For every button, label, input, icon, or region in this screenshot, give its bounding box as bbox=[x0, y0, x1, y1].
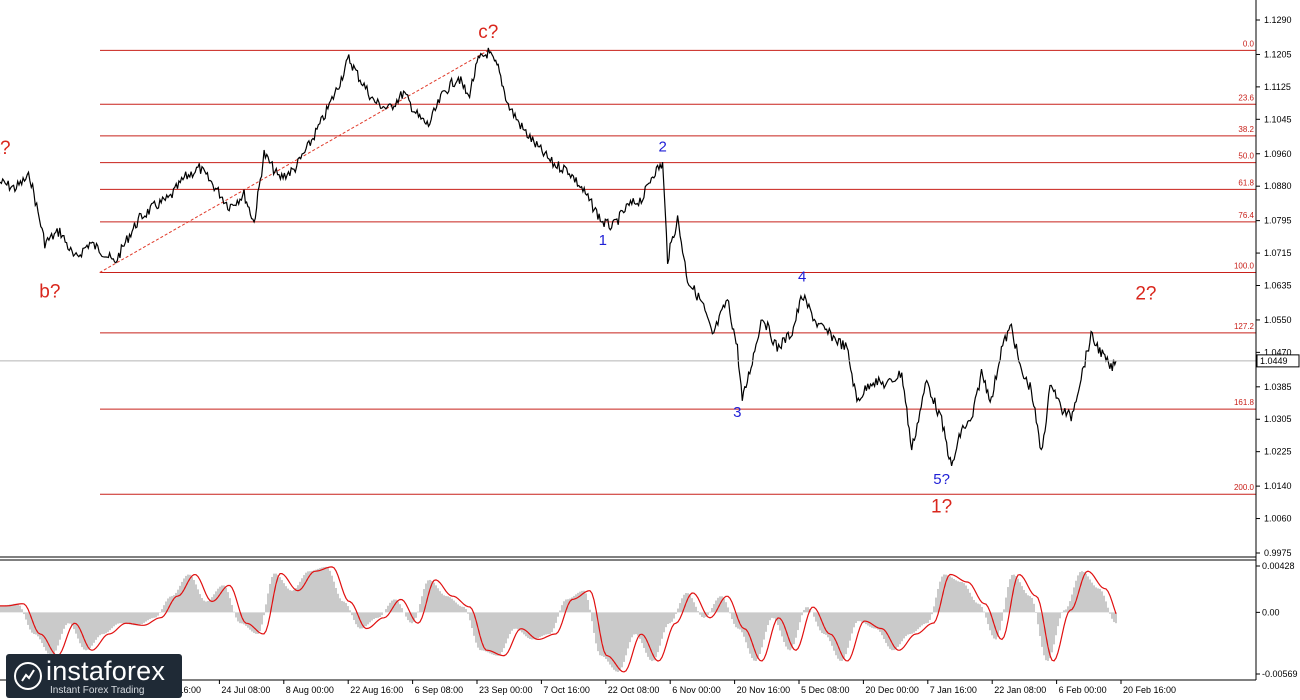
price-tick-label: 1.1205 bbox=[1264, 49, 1292, 59]
osc-tick-label: -0.00569 bbox=[1262, 669, 1298, 679]
time-tick-label: 6 Nov 00:00 bbox=[672, 685, 721, 695]
time-tick-label: 6 Feb 00:00 bbox=[1059, 685, 1107, 695]
wave-label: c? bbox=[478, 22, 498, 43]
time-tick-label: 22 Oct 08:00 bbox=[608, 685, 660, 695]
svg-text:1.0449: 1.0449 bbox=[1260, 356, 1288, 366]
time-tick-label: 20 Dec 00:00 bbox=[865, 685, 919, 695]
logo-name: instaforex bbox=[46, 656, 166, 686]
time-tick-label: 5 Dec 08:00 bbox=[801, 685, 850, 695]
wave-label: 2? bbox=[1135, 284, 1156, 305]
price-series-line bbox=[0, 47, 1117, 467]
time-tick-label: 23 Sep 00:00 bbox=[479, 685, 533, 695]
fib-levels: 0.0 23.6 38.2 50.0 61.8 76.4 100.0 127.2 161.8 20… bbox=[100, 39, 1256, 495]
fib-level-label: 100.0 bbox=[1234, 262, 1255, 271]
oscillator-pane bbox=[0, 566, 1117, 673]
price-tick-label: 1.1125 bbox=[1264, 82, 1291, 92]
fib-level-label: 127.2 bbox=[1234, 322, 1255, 331]
oscillator-axis: 0.00428 0.00 -0.00569 bbox=[1256, 561, 1298, 679]
osc-tick-label: 0.00428 bbox=[1262, 561, 1295, 571]
price-pane-bg bbox=[0, 0, 1256, 556]
instaforex-logo: instaforex Instant Forex Trading bbox=[6, 654, 182, 698]
price-tick-label: 1.0795 bbox=[1264, 216, 1292, 226]
wave-label: 2 bbox=[658, 139, 666, 156]
time-tick-label: 24 Jul 08:00 bbox=[221, 685, 270, 695]
wave-label: 3 bbox=[733, 404, 741, 421]
time-tick-label: 8 Aug 00:00 bbox=[286, 685, 334, 695]
time-tick-label: 7 Oct 16:00 bbox=[543, 685, 590, 695]
price-tick-label: 1.0880 bbox=[1264, 181, 1292, 191]
oscillator-histogram bbox=[0, 566, 1117, 672]
price-tick-label: 1.1045 bbox=[1264, 114, 1292, 124]
fib-level-label: 161.8 bbox=[1234, 398, 1255, 407]
price-tick-label: 1.0550 bbox=[1264, 315, 1292, 325]
price-tick-label: 1.0140 bbox=[1264, 481, 1292, 491]
fib-level-label: 38.2 bbox=[1238, 125, 1254, 134]
fib-level-label: 50.0 bbox=[1238, 152, 1254, 161]
time-tick-label: 7 Jan 16:00 bbox=[930, 685, 977, 695]
price-tick-label: 1.0470 bbox=[1264, 347, 1292, 357]
wave-label: a? bbox=[0, 138, 11, 159]
wave-labels: a? b? c? 1 2 3 4 5? 1? 2? bbox=[0, 22, 1156, 517]
time-tick-label: 22 Jan 08:00 bbox=[994, 685, 1046, 695]
fib-level-label: 61.8 bbox=[1238, 178, 1254, 187]
price-tick-label: 1.0635 bbox=[1264, 280, 1292, 290]
instaforex-logo-icon bbox=[14, 662, 42, 690]
price-axis: 1.1290 1.1205 1.1125 1.1045 1.0960 1.0880 1.07… bbox=[1256, 15, 1292, 558]
fib-level-label: 0.0 bbox=[1243, 39, 1255, 48]
price-tick-label: 1.0960 bbox=[1264, 149, 1292, 159]
fib-level-label: 76.4 bbox=[1238, 211, 1254, 220]
wave-label: 1? bbox=[931, 496, 952, 517]
time-tick-label: 6 Sep 08:00 bbox=[415, 685, 464, 695]
fib-level-label: 23.6 bbox=[1238, 93, 1254, 102]
price-tick-label: 1.0225 bbox=[1264, 447, 1292, 457]
time-tick-label: 22 Aug 16:00 bbox=[350, 685, 403, 695]
price-tick-label: 1.0385 bbox=[1264, 382, 1292, 392]
price-tick-label: 1.0715 bbox=[1264, 248, 1292, 258]
price-pane: 0.0 23.6 38.2 50.0 61.8 76.4 100.0 127.2 161.8 20… bbox=[0, 0, 1256, 556]
fib-level-label: 200.0 bbox=[1234, 483, 1255, 492]
current-price-tag: 1.0449 bbox=[1256, 354, 1300, 368]
time-tick-label: 20 Feb 16:00 bbox=[1123, 685, 1176, 695]
price-tick-label: 1.0305 bbox=[1264, 414, 1292, 424]
oscillator-signal-line bbox=[0, 566, 1117, 673]
osc-tick-label: 0.00 bbox=[1262, 607, 1280, 617]
wave-label: 5? bbox=[933, 471, 950, 488]
price-tick-label: 1.1290 bbox=[1264, 15, 1292, 25]
wave-label: 4 bbox=[798, 268, 806, 285]
price-tick-label: 0.9975 bbox=[1264, 548, 1292, 558]
time-tick-label: 20 Nov 16:00 bbox=[737, 685, 791, 695]
wave-label: b? bbox=[39, 282, 60, 303]
logo-tagline: Instant Forex Trading bbox=[50, 685, 145, 696]
wave-label: 1 bbox=[599, 232, 607, 249]
price-tick-label: 1.0060 bbox=[1264, 514, 1292, 524]
